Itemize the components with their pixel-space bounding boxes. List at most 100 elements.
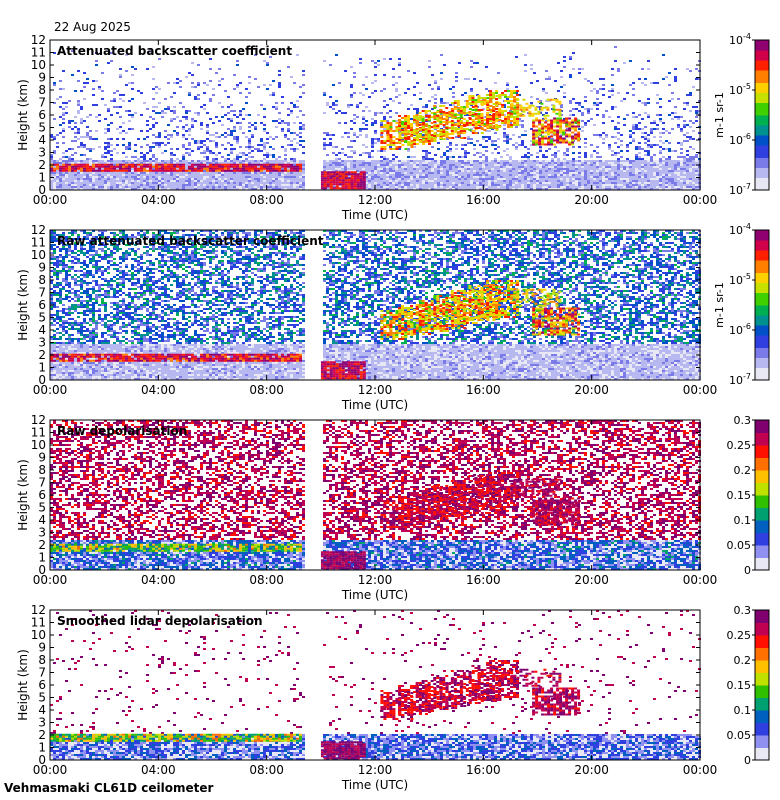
instrument-label: Vehmasmaki CL61D ceilometer: [4, 781, 213, 795]
x-axis-label: Time (UTC): [341, 588, 408, 602]
y-axis-label: Height (km): [16, 459, 30, 530]
x-axis-label: Time (UTC): [341, 208, 408, 222]
colorbar-tick-label: 0.2: [734, 464, 752, 477]
y-tick-label: 8: [38, 463, 46, 477]
y-tick-label: 6: [38, 678, 46, 692]
y-tick-label: 11: [31, 616, 46, 630]
x-tick-label: 12:00: [358, 383, 393, 397]
y-tick-label: 8: [38, 83, 46, 97]
x-tick-label: 04:00: [141, 763, 176, 777]
y-tick-label: 10: [31, 248, 46, 262]
y-tick-label: 5: [38, 311, 46, 325]
heatmap-field: [50, 46, 701, 190]
y-tick-label: 7: [38, 286, 46, 300]
y-tick-label: 2: [38, 728, 46, 742]
colorbar-tick-label: 10-4: [729, 222, 751, 237]
y-axis-label: Height (km): [16, 269, 30, 340]
cloud-features: [50, 280, 581, 380]
data-gap: [305, 230, 321, 380]
x-tick-label: 20:00: [574, 573, 609, 587]
y-tick-label: 6: [38, 488, 46, 502]
y-tick-label: 8: [38, 653, 46, 667]
x-tick-label: 16:00: [466, 573, 501, 587]
x-tick-label: 00:00: [683, 763, 718, 777]
y-axis-label: Height (km): [16, 79, 30, 150]
x-axis-label: Time (UTC): [341, 398, 408, 412]
y-tick-label: 11: [31, 426, 46, 440]
x-tick-label: 00:00: [683, 573, 718, 587]
data-gap: [305, 420, 321, 570]
colorbar-unit: m-1 sr-1: [713, 92, 726, 138]
cloud-features: [50, 90, 581, 190]
x-tick-label: 16:00: [466, 383, 501, 397]
y-tick-label: 5: [38, 691, 46, 705]
panel-4: 00:00 04:00 08:00 12:00 16:00 20:00 00:0001234…: [16, 603, 770, 792]
colorbar-tick-label: 0.1: [734, 704, 752, 717]
y-tick-label: 10: [31, 628, 46, 642]
colorbar-tick-label: 10-4: [729, 32, 751, 47]
panel-title: Raw attenuated backscatter coefficient: [57, 234, 324, 248]
y-tick-label: 1: [38, 741, 46, 755]
y-tick-label: 10: [31, 438, 46, 452]
x-tick-label: 12:00: [358, 193, 393, 207]
colorbar: 0 0.05 0.1 0.15 0.2 0.25 0.3: [727, 414, 770, 577]
x-tick-label: 08:00: [249, 383, 284, 397]
y-tick-label: 2: [38, 348, 46, 362]
y-tick-label: 9: [38, 451, 46, 465]
colorbar-tick-label: 0.25: [727, 439, 752, 452]
colorbar: 10-7 10-6 10-5 10-4 m-1 sr-1: [713, 32, 770, 197]
y-tick-label: 10: [31, 58, 46, 72]
y-tick-label: 9: [38, 71, 46, 85]
plot-date: 22 Aug 2025: [54, 20, 131, 34]
colorbar-tick-label: 10-5: [729, 82, 751, 97]
panel-2: 00:00 04:00 08:00 12:00 16:00 20:00 00:0001234…: [16, 222, 770, 412]
colorbar-tick-label: 0.3: [734, 604, 752, 617]
colorbar-tick-label: 0.05: [727, 729, 752, 742]
x-tick-label: 00:00: [683, 383, 718, 397]
colorbar-tick-label: 10-5: [729, 272, 751, 287]
cloud-features: [50, 470, 581, 570]
x-tick-label: 04:00: [141, 573, 176, 587]
colorbar-tick-label: 10-7: [729, 372, 751, 387]
y-tick-label: 4: [38, 703, 46, 717]
colorbar: 0 0.05 0.1 0.15 0.2 0.25 0.3: [727, 604, 770, 767]
y-tick-label: 3: [38, 146, 46, 160]
y-tick-label: 1: [38, 171, 46, 185]
y-tick-label: 7: [38, 666, 46, 680]
colorbar-tick-label: 0: [744, 564, 751, 577]
y-tick-label: 12: [31, 413, 46, 427]
x-tick-label: 08:00: [249, 573, 284, 587]
y-tick-label: 0: [38, 373, 46, 387]
data-gap: [305, 40, 321, 190]
x-tick-label: 00:00: [33, 383, 68, 397]
colorbar: 10-7 10-6 10-5 10-4 m-1 sr-1: [713, 222, 770, 387]
panel-title: Smoothed lidar depolarisation: [57, 614, 263, 628]
panel-3: 00:00 04:00 08:00 12:00 16:00 20:00 00:0001234…: [16, 413, 770, 602]
y-tick-label: 12: [31, 223, 46, 237]
y-tick-label: 4: [38, 513, 46, 527]
x-tick-label: 00:00: [33, 763, 68, 777]
colorbar-tick-label: 10-6: [729, 132, 751, 147]
y-tick-label: 0: [38, 753, 46, 767]
y-tick-label: 1: [38, 361, 46, 375]
x-tick-label: 12:00: [358, 573, 393, 587]
y-tick-label: 3: [38, 336, 46, 350]
data-gap: [305, 610, 321, 760]
y-tick-label: 4: [38, 323, 46, 337]
cloud-features: [50, 660, 581, 760]
y-tick-label: 0: [38, 563, 46, 577]
y-tick-label: 6: [38, 108, 46, 122]
x-tick-label: 12:00: [358, 763, 393, 777]
colorbar-unit: m-1 sr-1: [713, 282, 726, 328]
x-tick-label: 08:00: [249, 763, 284, 777]
y-tick-label: 9: [38, 641, 46, 655]
colorbar-tick-label: 10-7: [729, 182, 751, 197]
x-axis-label: Time (UTC): [341, 778, 408, 792]
colorbar-tick-label: 0.25: [727, 629, 752, 642]
y-tick-label: 0: [38, 183, 46, 197]
y-tick-label: 1: [38, 551, 46, 565]
y-tick-label: 8: [38, 273, 46, 287]
y-tick-label: 9: [38, 261, 46, 275]
x-tick-label: 20:00: [574, 193, 609, 207]
